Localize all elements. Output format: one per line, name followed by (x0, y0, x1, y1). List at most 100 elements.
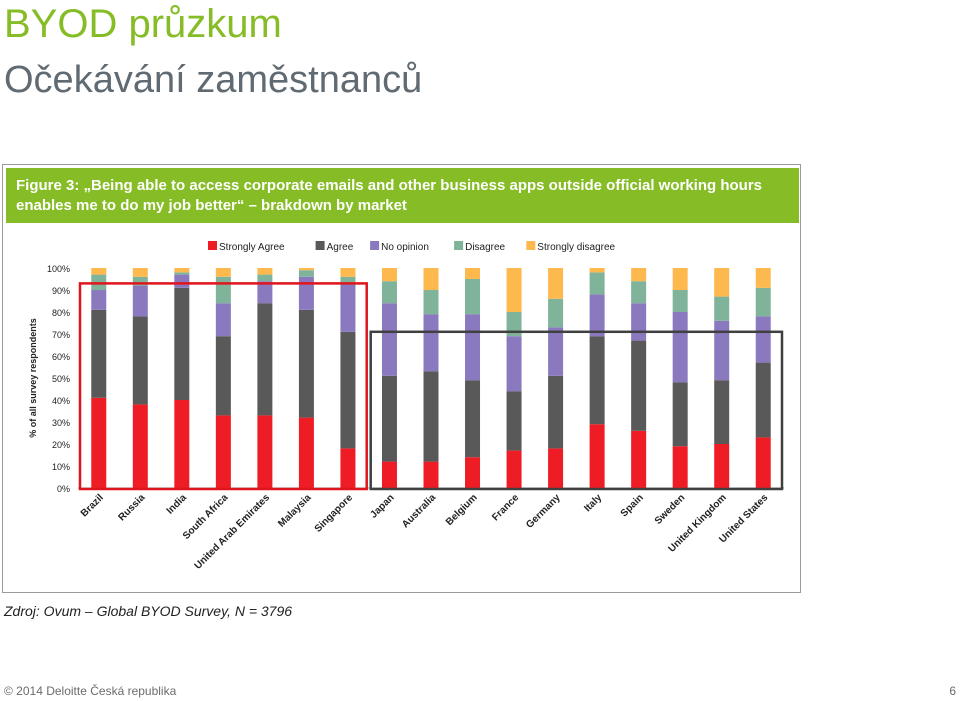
x-tick-label: Singapore (313, 492, 356, 535)
x-tick-label: France (490, 492, 521, 523)
x-tick-label: Italy (582, 492, 604, 514)
slide-subtitle: Očekávání zaměstnanců (4, 59, 423, 101)
bar-no-opinion (298, 276, 314, 310)
bar-agree (298, 309, 314, 418)
x-tick-label: Russia (116, 492, 147, 523)
legend-swatch-3 (454, 241, 464, 250)
x-tick-label: United Arab Emirates (193, 492, 273, 572)
bar-agree (91, 309, 107, 398)
bar-agree (215, 336, 231, 416)
y-tick-label: 0% (57, 484, 70, 494)
bar-agree (174, 287, 190, 400)
bar-strongly-agree (465, 457, 481, 488)
bar-agree (631, 340, 647, 431)
footer-copyright: © 2014 Deloitte Česká republika (4, 684, 177, 698)
bar-strongly-disagree (340, 268, 356, 277)
bar-strongly-disagree (631, 268, 647, 282)
bar-strongly-disagree (174, 268, 190, 273)
y-tick-label: 60% (52, 352, 70, 362)
group-highlight-box-1 (369, 330, 784, 491)
bar-strongly-disagree (548, 268, 564, 299)
bar-no-opinion (423, 314, 439, 372)
figure-caption-text: Figure 3: „Being able to access corporat… (16, 177, 763, 214)
y-tick-label: 100% (47, 264, 70, 274)
y-tick-label: 20% (52, 440, 70, 450)
bar-no-opinion (257, 281, 273, 304)
bar-strongly-agree (506, 450, 522, 488)
source-note: Zdroj: Ovum – Global BYOD Survey, N = 37… (4, 603, 293, 619)
bar-disagree (132, 276, 148, 286)
bar-strongly-disagree (423, 268, 439, 290)
x-tick-label: Malaysia (276, 492, 314, 530)
bar-strongly-disagree (755, 268, 771, 288)
bar-strongly-agree (132, 404, 148, 488)
bar-disagree (215, 276, 231, 304)
bar-agree (381, 375, 397, 462)
legend-label-1: Agree (327, 242, 354, 253)
bar-agree (465, 380, 481, 458)
bar-disagree (298, 270, 314, 277)
y-axis-title: % of all survey respondents (28, 318, 38, 438)
bar-agree (548, 375, 564, 449)
bar-strongly-disagree (381, 268, 397, 282)
x-tick-label: Australia (400, 492, 438, 530)
legend-label-4: Strongly disagree (537, 242, 615, 253)
bar-no-opinion (215, 303, 231, 337)
bar-strongly-disagree (589, 268, 605, 273)
legend-label-0: Strongly Agree (219, 242, 285, 253)
y-tick-label: 50% (52, 374, 70, 384)
bar-disagree (465, 279, 481, 315)
bar-no-opinion (714, 320, 730, 381)
bar-disagree (257, 274, 273, 282)
bar-strongly-agree (631, 430, 647, 488)
bar-no-opinion (132, 285, 148, 317)
bar-strongly-agree (672, 446, 688, 488)
bar-no-opinion (340, 283, 356, 332)
x-tick-label: Sweden (653, 492, 688, 527)
bar-no-opinion (506, 336, 522, 392)
bar-no-opinion (91, 290, 107, 310)
bar-strongly-agree (215, 415, 231, 488)
bar-disagree (506, 312, 522, 337)
bar-disagree (755, 287, 771, 317)
bar-strongly-disagree (714, 268, 730, 297)
bar-no-opinion (755, 316, 771, 363)
x-tick-label: Spain (619, 492, 646, 519)
y-tick-label: 40% (52, 396, 70, 406)
bar-strongly-disagree (91, 268, 107, 275)
slide-title: BYOD průzkum (4, 2, 282, 46)
bar-disagree (672, 290, 688, 312)
bar-strongly-disagree (506, 268, 522, 312)
legend-label-3: Disagree (465, 242, 505, 253)
bar-agree (132, 316, 148, 405)
figure-caption: Figure 3: „Being able to access corporat… (6, 168, 799, 223)
bar-agree (589, 336, 605, 425)
bar-agree (755, 362, 771, 438)
bar-strongly-agree (548, 448, 564, 488)
x-tick-label: Belgium (444, 492, 480, 528)
bar-no-opinion (381, 303, 397, 376)
bar-strongly-agree (340, 448, 356, 488)
bar-strongly-agree (298, 417, 314, 488)
bar-strongly-disagree (672, 268, 688, 290)
bar-agree (340, 331, 356, 449)
x-tick-label: Japan (368, 492, 396, 520)
bar-strongly-disagree (215, 268, 231, 277)
legend-label-2: No opinion (381, 242, 429, 253)
bar-strongly-agree (381, 461, 397, 488)
bar-disagree (589, 272, 605, 295)
x-tick-label: India (165, 492, 190, 517)
legend-swatch-2 (370, 241, 380, 250)
group-highlight-box-0 (78, 282, 368, 491)
bar-agree (506, 391, 522, 451)
bar-strongly-disagree (257, 268, 273, 275)
y-tick-label: 90% (52, 286, 70, 296)
bar-strongly-agree (589, 424, 605, 488)
page-number: 6 (949, 684, 956, 698)
bar-disagree (548, 298, 564, 328)
bar-strongly-agree (91, 397, 107, 488)
bar-strongly-agree (257, 415, 273, 488)
bar-disagree (714, 296, 730, 321)
bar-disagree (381, 281, 397, 304)
